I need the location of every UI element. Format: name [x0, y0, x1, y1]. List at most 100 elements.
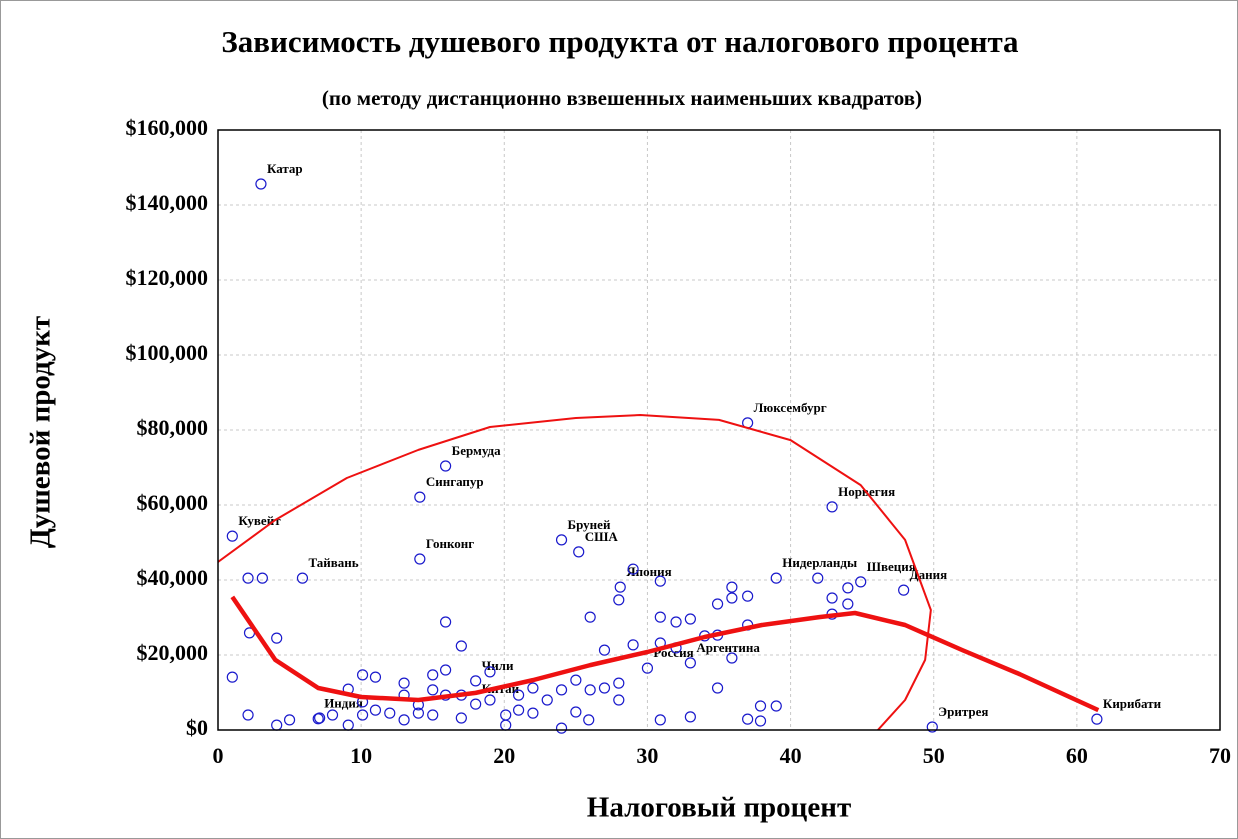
point	[726, 652, 738, 664]
chart-title: Зависимость душевого продукта от налогов…	[221, 24, 1019, 59]
point	[398, 677, 410, 689]
point	[414, 491, 426, 503]
point-label: Эритрея	[938, 704, 988, 719]
point	[684, 613, 696, 625]
point	[271, 632, 283, 644]
point	[427, 669, 439, 681]
point	[742, 590, 754, 602]
point	[296, 572, 309, 584]
point	[369, 671, 382, 683]
point	[412, 707, 424, 719]
x-tick-label: 40	[780, 743, 802, 768]
y-tick-label: $120,000	[126, 265, 209, 290]
y-tick-label: $160,000	[126, 115, 209, 140]
point	[427, 684, 439, 696]
point	[684, 711, 696, 723]
point	[439, 664, 452, 676]
point	[726, 592, 738, 604]
chart-subtitle: (по методу дистанционно взвешенных наиме…	[322, 86, 922, 110]
point	[598, 682, 611, 694]
point	[555, 684, 568, 696]
point	[242, 709, 254, 721]
point	[512, 689, 525, 701]
point	[439, 616, 452, 628]
point	[812, 572, 824, 584]
plot-border	[217, 129, 1221, 731]
point	[573, 546, 585, 558]
point	[256, 572, 268, 584]
point	[898, 584, 910, 596]
point	[584, 611, 596, 623]
point	[614, 581, 626, 593]
point	[470, 698, 482, 710]
point	[427, 709, 439, 721]
point	[742, 713, 754, 725]
x-tick-label: 50	[923, 743, 945, 768]
point	[470, 675, 482, 687]
point-label: Швеция	[867, 559, 916, 574]
x-axis-label: Налоговый процент	[587, 792, 851, 824]
point	[455, 712, 467, 724]
point	[484, 666, 496, 678]
point	[484, 694, 496, 706]
point	[842, 582, 854, 594]
x-tick-label: 20	[493, 743, 515, 768]
point	[439, 460, 452, 472]
point	[613, 594, 625, 606]
point-label: Индия	[324, 696, 363, 711]
point	[455, 640, 467, 652]
point	[570, 706, 582, 718]
y-axis-label: Душевой продукт	[25, 316, 57, 548]
point	[842, 598, 854, 610]
point	[670, 616, 682, 628]
y-tick-label: $60,000	[137, 490, 209, 515]
x-tick-label: 10	[350, 743, 372, 768]
point	[754, 700, 767, 712]
point	[356, 709, 369, 721]
point	[512, 704, 525, 716]
point	[369, 704, 382, 716]
point	[570, 674, 582, 686]
point-label: Чили	[482, 658, 514, 673]
x-tick-label: 70	[1209, 743, 1231, 768]
point-label: Тайвань	[308, 555, 358, 570]
point	[926, 721, 938, 733]
y-tick-label: $40,000	[137, 565, 209, 590]
point	[654, 575, 666, 587]
y-tick-label: $20,000	[137, 640, 209, 665]
point-label: Бруней	[568, 517, 611, 532]
point	[598, 644, 611, 656]
fit-curve	[218, 414, 932, 730]
point-label: Япония	[626, 564, 671, 579]
point	[726, 581, 738, 593]
point	[314, 712, 326, 724]
x-tick-label: 60	[1066, 743, 1088, 768]
point	[754, 715, 767, 727]
point	[770, 572, 782, 584]
point	[584, 684, 596, 696]
y-tick-label: $0	[186, 715, 208, 740]
x-tick-label: 0	[213, 743, 224, 768]
point	[641, 662, 654, 674]
point	[770, 700, 782, 712]
point	[855, 576, 867, 588]
point	[627, 639, 639, 651]
point	[384, 707, 396, 719]
point	[711, 682, 724, 694]
point-label: Люксембург	[754, 400, 827, 415]
point	[527, 707, 539, 719]
point	[326, 709, 339, 721]
y-tick-label: $80,000	[137, 415, 209, 440]
point	[1091, 713, 1103, 725]
point-label: Сингапур	[426, 474, 484, 489]
point	[555, 534, 568, 546]
point-label: Бермуда	[452, 443, 502, 458]
point	[283, 714, 296, 726]
point	[242, 572, 254, 584]
point	[684, 657, 696, 669]
point-label: Аргентина	[696, 640, 760, 655]
point	[627, 563, 639, 575]
point	[654, 611, 666, 623]
